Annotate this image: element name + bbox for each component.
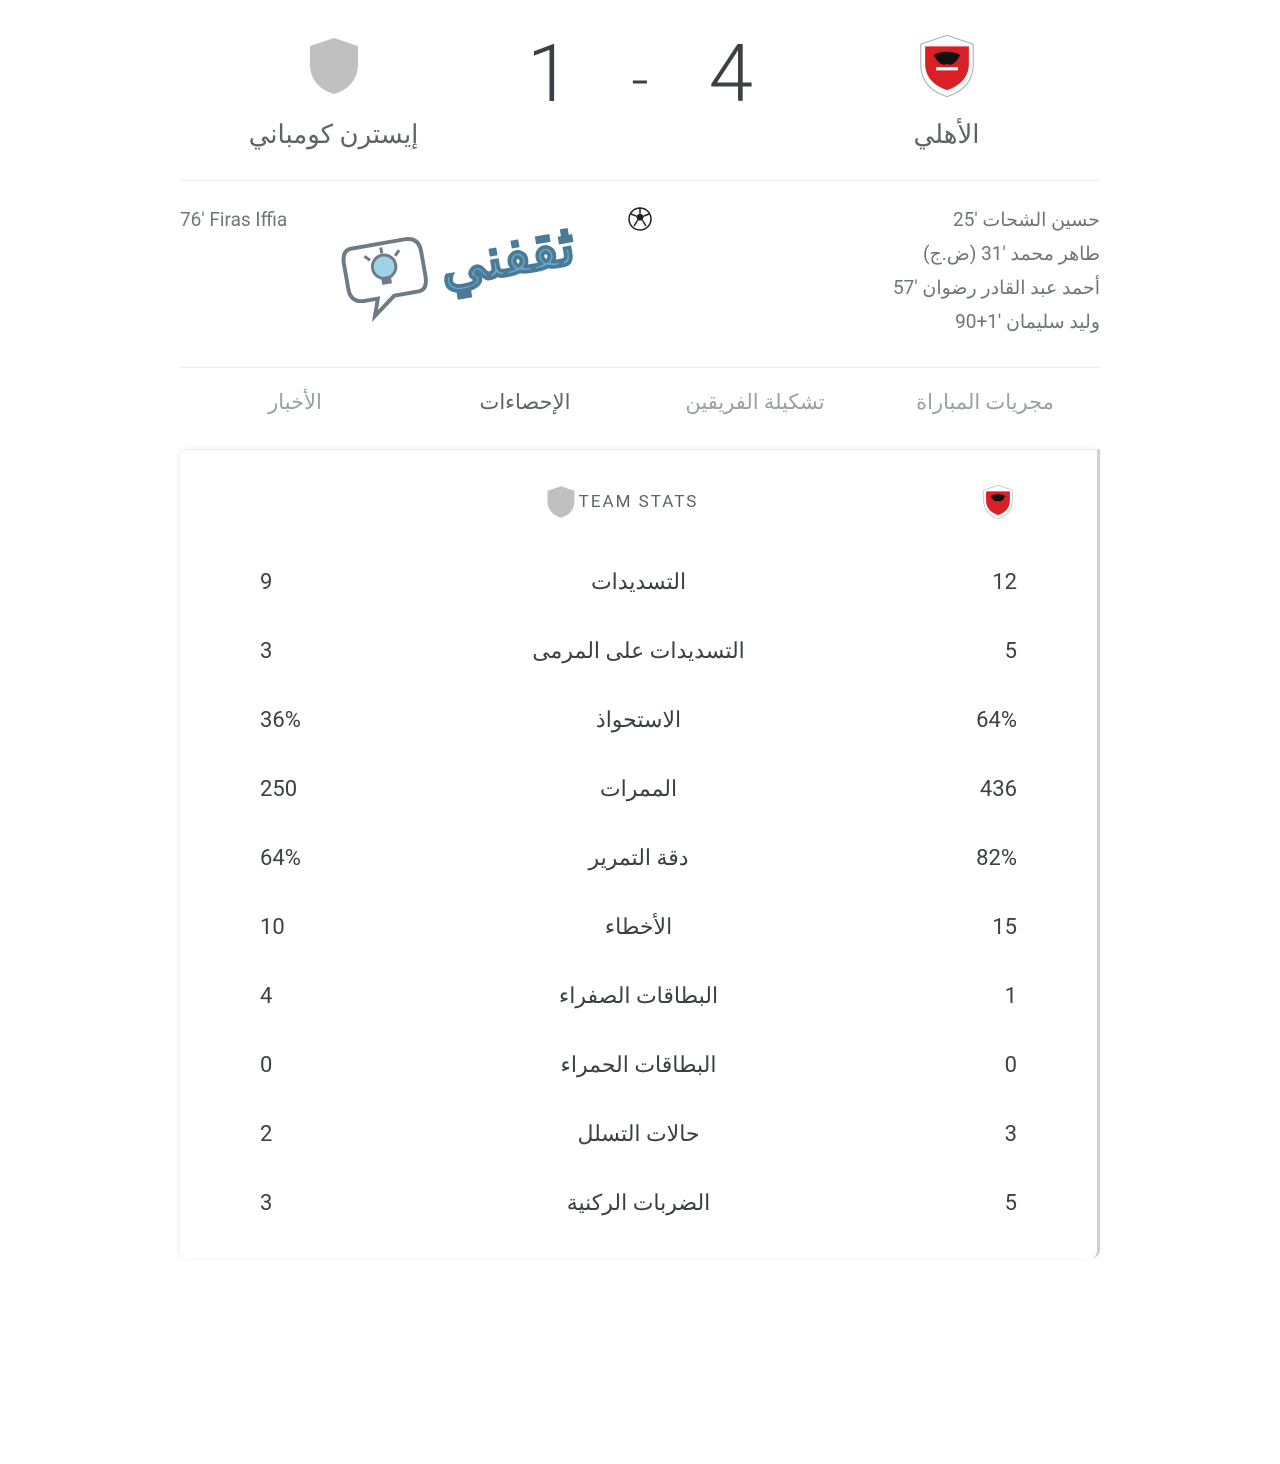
score-header: الأهلي 4 - 1 إيسترن كومباني xyxy=(180,30,1100,181)
away-mini-crest-icon xyxy=(260,482,579,522)
stat-label: حالات التسلل xyxy=(577,1122,699,1147)
home-mini-crest-icon xyxy=(698,482,1017,522)
stat-home-value: 82% xyxy=(689,846,1017,871)
stat-home-value: 436 xyxy=(677,777,1017,802)
stat-label: البطاقات الصفراء xyxy=(559,984,718,1009)
stat-home-value: 5 xyxy=(710,1191,1017,1216)
away-team-name: إيسترن كومباني xyxy=(249,120,419,150)
stat-home-value: 3 xyxy=(700,1122,1017,1147)
match-card: الأهلي 4 - 1 إيسترن كومباني حسين الشحات … xyxy=(140,0,1140,1258)
stat-away-value: 10 xyxy=(260,915,605,940)
stat-label: الاستحواذ xyxy=(596,708,681,733)
scorer-line: وليد سليمان '1+90 xyxy=(672,305,1100,339)
stat-row: 436الممرات250 xyxy=(260,755,1017,824)
tab-stats[interactable]: الإحصاءات xyxy=(410,368,640,437)
stat-away-value: 3 xyxy=(260,639,532,664)
away-score: 1 xyxy=(527,34,571,114)
tabs: مجريات المباراة تشكيلة الفريقين الإحصاءا… xyxy=(180,368,1100,437)
stat-row: 15الأخطاء10 xyxy=(260,893,1017,962)
stat-home-value: 0 xyxy=(716,1053,1017,1078)
stat-away-value: 250 xyxy=(260,777,600,802)
stat-row: 1البطاقات الصفراء4 xyxy=(260,962,1017,1031)
stat-home-value: 12 xyxy=(686,570,1017,595)
stat-label: الممرات xyxy=(600,777,677,802)
stat-home-value: 64% xyxy=(681,708,1017,733)
stat-away-value: 3 xyxy=(260,1191,567,1216)
stat-away-value: 9 xyxy=(260,570,591,595)
tab-timeline[interactable]: مجريات المباراة xyxy=(870,368,1100,437)
score-dash: - xyxy=(631,51,648,111)
stat-row: 0البطاقات الحمراء0 xyxy=(260,1031,1017,1100)
home-team: الأهلي xyxy=(793,30,1100,150)
tab-news[interactable]: الأخبار xyxy=(180,368,410,437)
scorer-line: 76' Firas Iffia xyxy=(180,203,608,237)
home-score: 4 xyxy=(709,34,753,114)
stat-home-value: 5 xyxy=(745,639,1017,664)
stat-label: الأخطاء xyxy=(605,915,672,940)
stat-label: التسديدات على المرمى xyxy=(532,639,745,664)
stats-header: TEAM STATS xyxy=(260,482,1017,548)
scorer-line: أحمد عبد القادر رضوان '57 xyxy=(672,271,1100,305)
home-crest-icon xyxy=(912,30,982,102)
stat-away-value: 36% xyxy=(260,708,596,733)
stats-rows: 12التسديدات95التسديدات على المرمى364%الا… xyxy=(260,548,1017,1238)
home-team-name: الأهلي xyxy=(913,120,979,150)
stat-row: 5التسديدات على المرمى3 xyxy=(260,617,1017,686)
home-scorers: حسين الشحات '25 طاهر محمد '31 (ض.ج) أحمد… xyxy=(672,203,1100,339)
stat-row: 82%دقة التمرير64% xyxy=(260,824,1017,893)
stats-title: TEAM STATS xyxy=(579,492,699,512)
football-icon xyxy=(628,203,652,339)
scoreline: 4 - 1 xyxy=(527,30,753,114)
stat-away-value: 2 xyxy=(260,1122,577,1147)
stat-row: 64%الاستحواذ36% xyxy=(260,686,1017,755)
scorer-line: طاهر محمد '31 (ض.ج) xyxy=(672,237,1100,271)
stat-away-value: 0 xyxy=(260,1053,561,1078)
stat-label: الضربات الركنية xyxy=(567,1191,711,1216)
team-stats-card: TEAM STATS 12التسديدات95التسديدات على ال… xyxy=(180,449,1100,1258)
stat-row: 5الضربات الركنية3 xyxy=(260,1169,1017,1238)
stat-home-value: 1 xyxy=(718,984,1017,1009)
tab-lineups[interactable]: تشكيلة الفريقين xyxy=(640,368,870,437)
stat-row: 3حالات التسلل2 xyxy=(260,1100,1017,1169)
stat-label: التسديدات xyxy=(591,570,686,595)
stat-row: 12التسديدات9 xyxy=(260,548,1017,617)
stat-label: دقة التمرير xyxy=(588,846,688,871)
scorers-block: حسين الشحات '25 طاهر محمد '31 (ض.ج) أحمد… xyxy=(180,181,1100,368)
away-crest-icon xyxy=(302,30,366,102)
stat-label: البطاقات الحمراء xyxy=(561,1053,717,1078)
away-scorers: 76' Firas Iffia xyxy=(180,203,608,339)
stat-home-value: 15 xyxy=(672,915,1017,940)
scorer-line: حسين الشحات '25 xyxy=(672,203,1100,237)
stat-away-value: 4 xyxy=(260,984,559,1009)
stat-away-value: 64% xyxy=(260,846,588,871)
away-team: إيسترن كومباني xyxy=(180,30,487,150)
